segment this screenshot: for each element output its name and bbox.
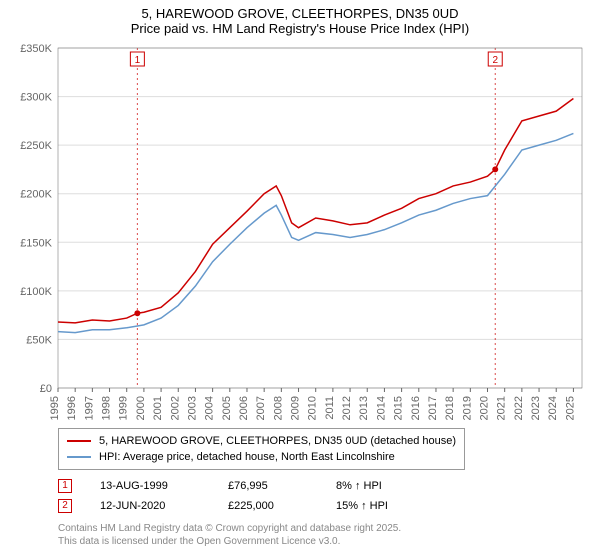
marker-badge: 1	[58, 479, 72, 493]
svg-text:2022: 2022	[513, 396, 525, 420]
chart-footnote: Contains HM Land Registry data © Crown c…	[58, 522, 592, 548]
svg-text:1995: 1995	[49, 396, 61, 420]
svg-text:£200K: £200K	[20, 189, 52, 201]
svg-text:2000: 2000	[135, 396, 147, 420]
legend-label: HPI: Average price, detached house, Nort…	[99, 449, 395, 465]
svg-text:£100K: £100K	[20, 286, 52, 298]
svg-text:2018: 2018	[444, 396, 456, 420]
title-subtitle: Price paid vs. HM Land Registry's House …	[8, 21, 592, 36]
svg-text:1996: 1996	[66, 396, 78, 420]
svg-text:2025: 2025	[564, 396, 576, 420]
svg-text:£50K: £50K	[26, 334, 52, 346]
svg-text:2008: 2008	[272, 396, 284, 420]
svg-text:2012: 2012	[341, 396, 353, 420]
svg-text:£300K: £300K	[20, 92, 52, 104]
svg-text:2020: 2020	[479, 396, 491, 420]
footnote-line: Contains HM Land Registry data © Crown c…	[58, 522, 592, 535]
svg-text:2009: 2009	[290, 396, 302, 420]
svg-text:£150K: £150K	[20, 237, 52, 249]
svg-text:2019: 2019	[461, 396, 473, 420]
marker-badge: 2	[58, 499, 72, 513]
chart-container: 5, HAREWOOD GROVE, CLEETHORPES, DN35 0UD…	[0, 0, 600, 560]
svg-text:1: 1	[135, 55, 141, 66]
svg-text:1998: 1998	[101, 396, 113, 420]
legend-item: HPI: Average price, detached house, Nort…	[67, 449, 456, 465]
chart-title: 5, HAREWOOD GROVE, CLEETHORPES, DN35 0UD…	[8, 6, 592, 36]
chart-plot-area: £0 £50K £100K £150K £200K £250K £300K £350K 1995…	[8, 42, 592, 422]
marker-table: 1 13-AUG-1999 £76,995 8% ↑ HPI 2 12-JUN-…	[58, 476, 592, 516]
svg-text:1997: 1997	[83, 396, 95, 420]
svg-text:2006: 2006	[238, 396, 250, 420]
svg-text:2021: 2021	[496, 396, 508, 420]
title-address: 5, HAREWOOD GROVE, CLEETHORPES, DN35 0UD	[8, 6, 592, 21]
chart-legend: 5, HAREWOOD GROVE, CLEETHORPES, DN35 0UD…	[58, 428, 465, 470]
table-row: 1 13-AUG-1999 £76,995 8% ↑ HPI	[58, 476, 592, 496]
marker-date: 12-JUN-2020	[100, 496, 200, 516]
svg-text:2017: 2017	[427, 396, 439, 420]
footnote-line: This data is licensed under the Open Gov…	[58, 535, 592, 548]
svg-text:2: 2	[492, 55, 498, 66]
svg-text:£350K: £350K	[20, 43, 52, 55]
svg-text:2013: 2013	[358, 396, 370, 420]
svg-text:2014: 2014	[375, 396, 387, 420]
svg-text:2004: 2004	[204, 396, 216, 420]
legend-swatch	[67, 440, 91, 442]
marker-price: £76,995	[228, 476, 308, 496]
svg-text:2003: 2003	[186, 396, 198, 420]
marker-price: £225,000	[228, 496, 308, 516]
svg-text:£0: £0	[40, 383, 52, 395]
marker-pct: 8% ↑ HPI	[336, 476, 416, 496]
svg-text:2024: 2024	[547, 396, 559, 420]
marker-pct: 15% ↑ HPI	[336, 496, 416, 516]
marker-date: 13-AUG-1999	[100, 476, 200, 496]
legend-label: 5, HAREWOOD GROVE, CLEETHORPES, DN35 0UD…	[99, 433, 456, 449]
svg-text:2007: 2007	[255, 396, 267, 420]
legend-swatch	[67, 456, 91, 458]
svg-text:£250K: £250K	[20, 140, 52, 152]
table-row: 2 12-JUN-2020 £225,000 15% ↑ HPI	[58, 496, 592, 516]
svg-text:1999: 1999	[118, 396, 130, 420]
legend-item: 5, HAREWOOD GROVE, CLEETHORPES, DN35 0UD…	[67, 433, 456, 449]
svg-text:2005: 2005	[221, 396, 233, 420]
svg-text:2010: 2010	[307, 396, 319, 420]
svg-text:2011: 2011	[324, 396, 336, 420]
svg-text:2016: 2016	[410, 396, 422, 420]
svg-text:2015: 2015	[393, 396, 405, 420]
svg-text:2023: 2023	[530, 396, 542, 420]
svg-text:2002: 2002	[169, 396, 181, 420]
svg-text:2001: 2001	[152, 396, 164, 420]
